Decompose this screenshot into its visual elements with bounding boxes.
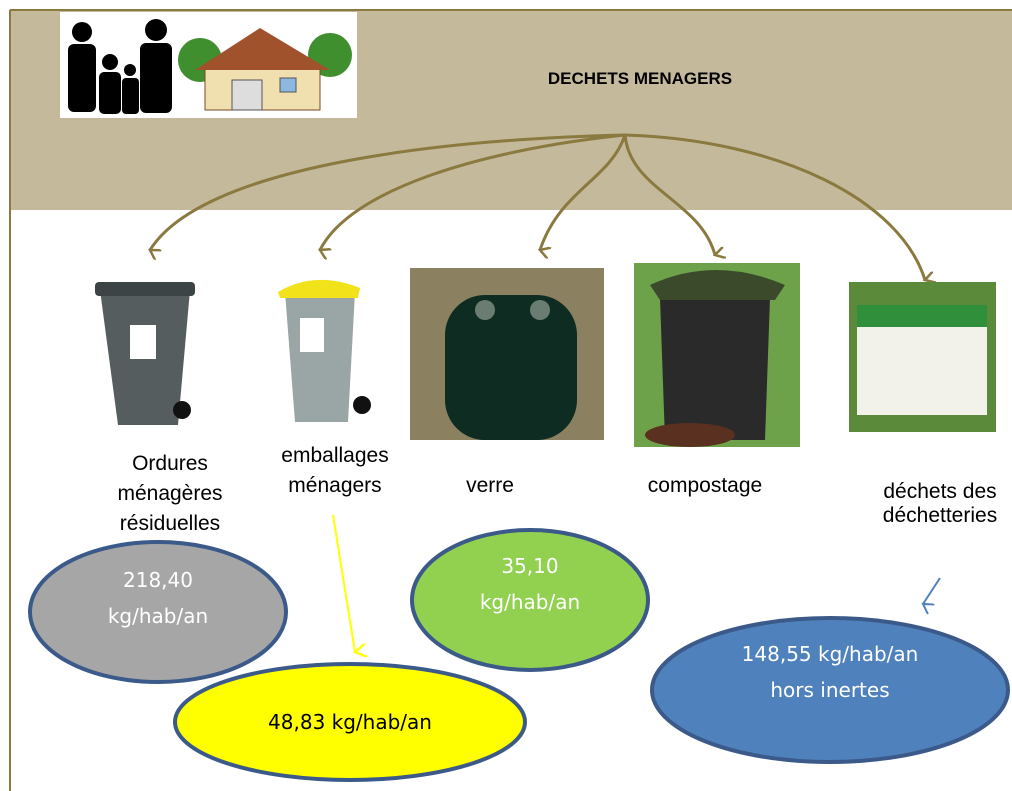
blue-arrow [923,578,940,604]
category-label: ménagers [288,474,381,497]
yellow-arrow [333,515,355,652]
category-label: Ordures [132,452,208,475]
dechetterie-sign-image [849,282,996,432]
category-label: compostage [648,474,762,497]
grey-bin-image [95,282,195,425]
category-label: déchets des [883,480,996,503]
value-label: kg/hab/an [480,590,580,614]
yellow-bin-image [278,280,371,422]
compost-image [634,263,800,447]
glass-container-image [410,268,604,440]
value-label: 48,83 kg/hab/an [268,710,432,734]
category-label: ménagères [117,482,222,505]
value-label: kg/hab/an [108,604,208,628]
category-label: verre [466,474,514,497]
value-label: 148,55 kg/hab/an [742,642,919,666]
value-label: hors inertes [770,678,889,702]
value-label: 218,40 [123,568,193,592]
value-label: 35,10 [501,554,558,578]
family-house-image [60,12,357,118]
category-label: déchetteries [883,504,997,527]
category-label: résiduelles [120,512,220,535]
category-label: emballages [281,444,388,467]
diagram: DECHETS MENAGERS Or [0,0,1012,791]
title: DECHETS MENAGERS [548,69,732,88]
